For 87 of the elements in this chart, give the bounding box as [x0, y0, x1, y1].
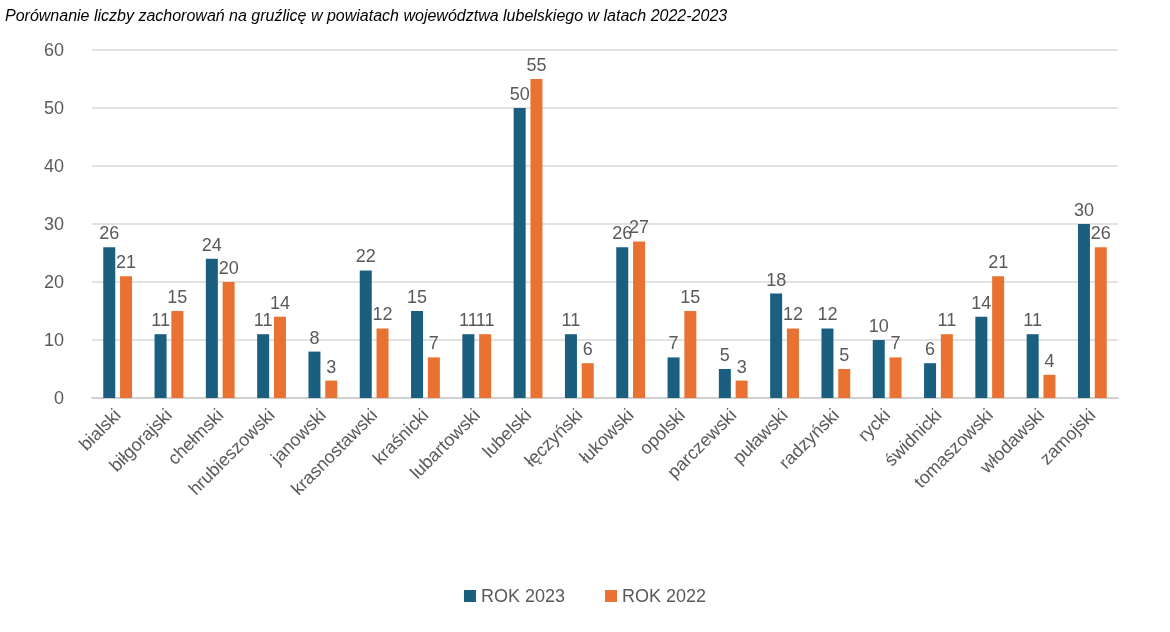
bar [171, 311, 184, 398]
bar [684, 311, 697, 398]
y-tick-label: 60 [43, 40, 64, 60]
bar [940, 334, 953, 398]
bar [273, 316, 286, 398]
data-label: 7 [428, 333, 439, 354]
data-label: 8 [309, 327, 320, 348]
bar [530, 79, 543, 398]
bar [786, 328, 799, 398]
bar [462, 334, 475, 398]
bar [120, 276, 133, 398]
bar [735, 380, 748, 398]
data-label: 14 [971, 292, 992, 313]
data-label: 12 [817, 304, 838, 325]
bar [633, 241, 646, 398]
data-label: 4 [1044, 350, 1055, 371]
data-label: 6 [925, 339, 936, 360]
y-tick-label: 0 [53, 388, 64, 408]
data-label: 26 [99, 223, 120, 244]
bar [154, 334, 167, 398]
bar [1026, 334, 1039, 398]
data-label: 11 [561, 310, 581, 331]
bar [359, 270, 372, 398]
bar [581, 363, 594, 398]
data-label: 21 [116, 252, 137, 273]
bar [325, 380, 338, 398]
data-label: 5 [839, 345, 850, 365]
data-label: 10 [868, 316, 889, 336]
bar [411, 311, 424, 398]
y-tick-label: 40 [43, 156, 64, 176]
data-label: 6 [582, 339, 593, 360]
data-label: 55 [526, 55, 547, 75]
bar [564, 334, 577, 398]
bar [513, 108, 526, 398]
data-label: 3 [326, 356, 337, 377]
bar [222, 282, 235, 398]
data-label: 15 [167, 287, 188, 307]
data-label: 22 [355, 246, 376, 267]
y-tick-label: 10 [43, 330, 64, 350]
data-label: 7 [890, 333, 901, 354]
legend-label: ROK 2023 [480, 586, 566, 606]
data-label: 11 [937, 310, 957, 331]
data-label: 3 [736, 356, 747, 377]
bar [718, 369, 731, 398]
chart-title: Porównanie liczby zachorowań na gruźlicę w powiatach województwa lubelskiego w latach 2022-2023 [5, 6, 728, 24]
data-label: 12 [782, 304, 803, 325]
bar [257, 334, 270, 398]
bar [924, 363, 937, 398]
y-tick-label: 30 [43, 214, 64, 234]
data-label: 11 [1023, 310, 1042, 331]
data-label: 12 [372, 304, 393, 325]
data-label: 11 [459, 310, 478, 331]
data-label: 20 [218, 258, 239, 278]
bar [1043, 374, 1056, 398]
data-label: 7 [668, 333, 679, 354]
data-label: 11 [253, 310, 273, 331]
data-label: 30 [1073, 200, 1094, 220]
bar [889, 357, 902, 398]
data-label: 50 [509, 84, 530, 104]
y-tick-label: 50 [43, 98, 64, 118]
bar [479, 334, 492, 398]
bar [205, 258, 218, 398]
bar [1094, 247, 1107, 398]
data-label: 14 [269, 292, 290, 313]
data-label: 26 [1090, 223, 1111, 244]
bar [838, 369, 851, 398]
data-label: 21 [988, 252, 1009, 273]
bar [616, 247, 629, 398]
y-tick-label: 20 [43, 272, 64, 292]
data-label: 18 [766, 269, 787, 290]
data-label: 15 [407, 287, 428, 307]
bar [376, 328, 389, 398]
bar [427, 357, 440, 398]
data-label: 15 [680, 287, 701, 307]
bar [821, 328, 834, 398]
data-label: 24 [201, 234, 222, 255]
bar [872, 340, 885, 398]
legend-label: ROK 2022 [622, 586, 707, 606]
bar [1077, 224, 1090, 398]
bar [308, 351, 321, 398]
data-label: 5 [719, 345, 730, 365]
bar [975, 316, 988, 398]
data-label: 11 [151, 310, 170, 331]
bar [103, 247, 116, 398]
bar [770, 293, 783, 398]
bar [667, 357, 680, 398]
bar [992, 276, 1005, 398]
